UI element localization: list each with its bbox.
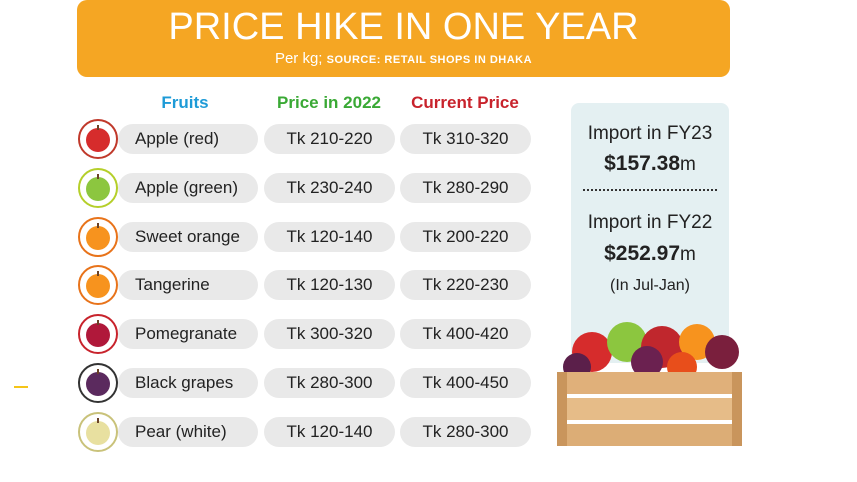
subtitle: Per kg; SOURCE: RETAIL SHOPS IN DHAKA (77, 50, 730, 67)
price-2022: Tk 300-320 (264, 319, 395, 350)
current-price: Tk 310-320 (400, 124, 531, 154)
import-panel (571, 103, 729, 363)
price-2022: Tk 280-300 (264, 368, 395, 398)
fruit-icon (78, 363, 118, 403)
fruit-icon (78, 314, 118, 355)
fruit-crate (557, 322, 742, 446)
fruit-icon (78, 411, 118, 452)
price-2022: Tk 230-240 (264, 172, 395, 203)
subtitle-text: Per kg; (274, 50, 323, 67)
fruit-name: Black grapes (118, 368, 258, 398)
fruit-icon (78, 265, 118, 306)
import-label: Import in FY23 (587, 123, 713, 144)
banner (77, 0, 730, 77)
amount: $157.38 (604, 152, 681, 175)
fruit-icon (78, 119, 118, 159)
current-price: Tk 280-290 (400, 172, 531, 203)
current-price: Tk 280-300 (400, 416, 531, 447)
fruit-name: Sweet orange (118, 221, 258, 252)
price-2022: Tk 120-140 (264, 221, 395, 252)
column-header: Fruits (161, 93, 209, 112)
title: PRICE HIKE IN ONE YEAR (168, 6, 639, 48)
import-label: Import in FY22 (587, 212, 713, 233)
import-amount: $157.38m (571, 152, 729, 176)
decoration (14, 386, 28, 388)
current-price: Tk 400-450 (400, 368, 531, 398)
price-2022: Tk 120-130 (264, 270, 395, 301)
current-price: Tk 200-220 (400, 221, 531, 252)
import-amount: $252.97m (571, 242, 729, 266)
fruit-icon (78, 167, 118, 208)
fruit-name: Apple (red) (118, 124, 258, 154)
divider (583, 189, 717, 191)
amount: $252.97 (604, 242, 681, 265)
price-2022: Tk 210-220 (264, 124, 395, 154)
source: SOURCE: RETAIL SHOPS IN DHAKA (326, 54, 533, 66)
column-header: Current Price (411, 93, 519, 112)
price-2022: Tk 120-140 (264, 416, 395, 447)
fruit-name: Apple (green) (118, 172, 258, 203)
fruit-name: Tangerine (118, 270, 258, 301)
unit: m (680, 154, 696, 175)
current-price: Tk 400-420 (400, 319, 531, 350)
fruit-name: Pear (white) (118, 416, 258, 447)
fruit-name: Pomegranate (118, 319, 258, 350)
import-note: (In Jul-Jan) (609, 277, 691, 294)
column-header: Price in 2022 (277, 93, 381, 112)
current-price: Tk 220-230 (400, 270, 531, 301)
fruit-icon (78, 216, 118, 257)
unit: m (680, 244, 696, 265)
